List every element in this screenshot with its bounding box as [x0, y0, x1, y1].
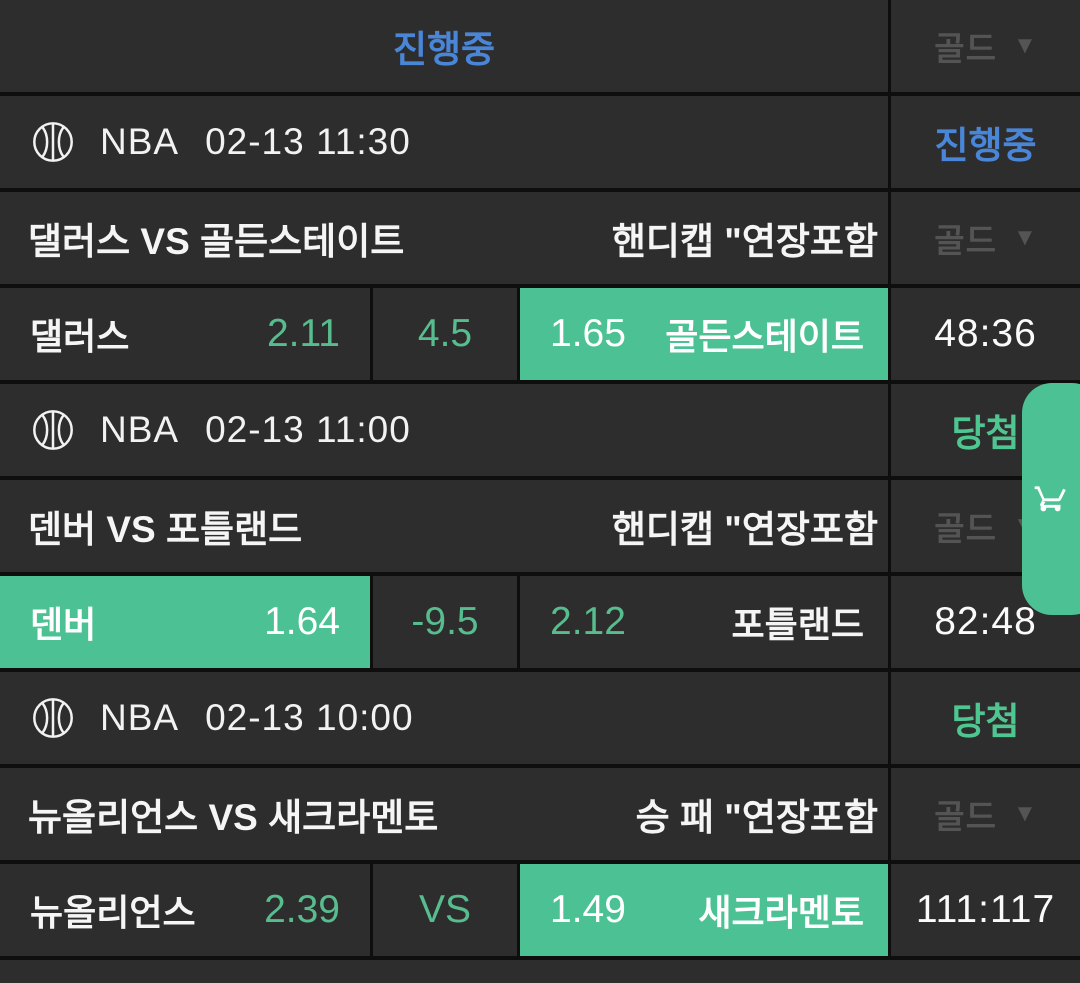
next-row-partial: [0, 960, 1080, 983]
league-label: NBA: [100, 121, 180, 162]
home-odds: 1.64: [264, 600, 340, 643]
chevron-down-icon: ▼: [1012, 32, 1037, 59]
chevron-down-icon: ▼: [1012, 224, 1037, 251]
market-label: 승 패 "연장포함: [635, 797, 878, 838]
away-odds: 1.49: [550, 888, 626, 931]
home-odds: 2.11: [266, 312, 340, 355]
vs-label: VS: [418, 888, 472, 931]
league-label: NBA: [100, 697, 180, 738]
bet-option-away[interactable]: 2.12 포틀랜드: [520, 576, 888, 668]
bet-slip-button[interactable]: [1022, 383, 1080, 615]
filter-dropdown[interactable]: 골드 ▼: [891, 192, 1080, 284]
game-header-row: NBA 02-13 10:00 당첨: [0, 672, 1080, 764]
game-status-badge: 진행중: [934, 125, 1037, 166]
game-odds-row: 덴버 1.64 -9.5 2.12 포틀랜드 82:48: [0, 576, 1080, 668]
home-team-name: 덴버: [30, 604, 97, 645]
game-league-info: NBA 02-13 11:30: [0, 96, 888, 188]
filter-dropdown-label: 골드: [934, 798, 997, 835]
basketball-icon: [33, 698, 73, 738]
filter-dropdown[interactable]: 골드 ▼: [891, 768, 1080, 860]
bet-option-line[interactable]: 4.5: [373, 288, 517, 380]
home-team-name: 댈러스: [30, 316, 130, 357]
game-market-row: 댈러스 VS 골든스테이트 핸디캡 "연장포함 골드 ▼: [0, 192, 1080, 284]
bet-option-home[interactable]: 덴버 1.64: [0, 576, 370, 668]
market-label: 핸디캡 "연장포함: [611, 509, 878, 550]
live-score: 82:48: [934, 600, 1037, 643]
home-odds: 2.39: [264, 888, 340, 931]
game-datetime: 02-13 11:30: [205, 121, 411, 162]
matchup-label: 댈러스 VS 골든스테이트: [28, 221, 405, 262]
bet-option-home[interactable]: 뉴올리언스 2.39: [0, 864, 370, 956]
market-label: 핸디캡 "연장포함: [611, 221, 878, 262]
filter-dropdown-label: 골드: [934, 510, 997, 547]
game-datetime: 02-13 11:00: [205, 409, 411, 450]
next-row-partial-bg: [0, 960, 1080, 983]
game-odds-row: 뉴올리언스 2.39 VS 1.49 새크라멘토 111:117: [0, 864, 1080, 956]
away-team-name: 새크라멘토: [698, 892, 864, 933]
game-header-row: NBA 02-13 11:30 진행중: [0, 96, 1080, 188]
game-odds-row: 댈러스 2.11 4.5 1.65 골든스테이트 48:36: [0, 288, 1080, 380]
home-team-name: 뉴올리언스: [30, 892, 196, 933]
cart-icon: [1034, 486, 1066, 512]
bet-option-line[interactable]: -9.5: [373, 576, 517, 668]
bet-option-away[interactable]: 1.65 골든스테이트: [520, 288, 888, 380]
game-datetime: 02-13 10:00: [205, 697, 414, 738]
handicap-line: 4.5: [417, 312, 473, 355]
game-status: 진행중: [891, 96, 1080, 188]
header-row: 진행중 골드 ▼: [0, 0, 1080, 92]
game-market-row: 덴버 VS 포틀랜드 핸디캡 "연장포함 골드 ▼: [0, 480, 1080, 572]
score-cell: 48:36: [891, 288, 1080, 380]
matchup-info: 댈러스 VS 골든스테이트 핸디캡 "연장포함: [0, 192, 888, 284]
bet-option-line[interactable]: VS: [373, 864, 517, 956]
live-score: 48:36: [934, 312, 1037, 355]
handicap-line: -9.5: [411, 600, 479, 643]
away-team-name: 골든스테이트: [665, 316, 864, 357]
game-header-row: NBA 02-13 11:00 당첨: [0, 384, 1080, 476]
tab-in-progress[interactable]: 진행중: [0, 0, 888, 92]
matchup-info: 뉴올리언스 VS 새크라멘토 승 패 "연장포함: [0, 768, 888, 860]
away-odds: 1.65: [550, 312, 626, 355]
score-cell: 111:117: [891, 864, 1080, 956]
game-league-info: NBA 02-13 10:00: [0, 672, 888, 764]
basketball-icon: [33, 122, 73, 162]
matchup-info: 덴버 VS 포틀랜드 핸디캡 "연장포함: [0, 480, 888, 572]
league-label: NBA: [100, 409, 180, 450]
filter-dropdown[interactable]: 골드 ▼: [891, 0, 1080, 92]
away-team-name: 포틀랜드: [731, 604, 864, 645]
final-score: 111:117: [915, 888, 1056, 931]
chevron-down-icon: ▼: [1012, 800, 1037, 827]
matchup-label: 뉴올리언스 VS 새크라멘토: [28, 797, 439, 838]
game-market-row: 뉴올리언스 VS 새크라멘토 승 패 "연장포함 골드 ▼: [0, 768, 1080, 860]
basketball-icon: [33, 410, 73, 450]
game-league-info: NBA 02-13 11:00: [0, 384, 888, 476]
game-status-badge: 당첨: [951, 413, 1020, 454]
bet-option-away[interactable]: 1.49 새크라멘토: [520, 864, 888, 956]
game-status: 당첨: [891, 672, 1080, 764]
filter-dropdown-label: 골드: [934, 222, 997, 259]
matchup-label: 덴버 VS 포틀랜드: [28, 509, 303, 550]
away-odds: 2.12: [550, 600, 626, 643]
game-status-badge: 당첨: [951, 701, 1020, 742]
bet-option-home[interactable]: 댈러스 2.11: [0, 288, 370, 380]
tab-in-progress-label: 진행중: [392, 29, 496, 70]
filter-dropdown-label: 골드: [934, 30, 997, 67]
